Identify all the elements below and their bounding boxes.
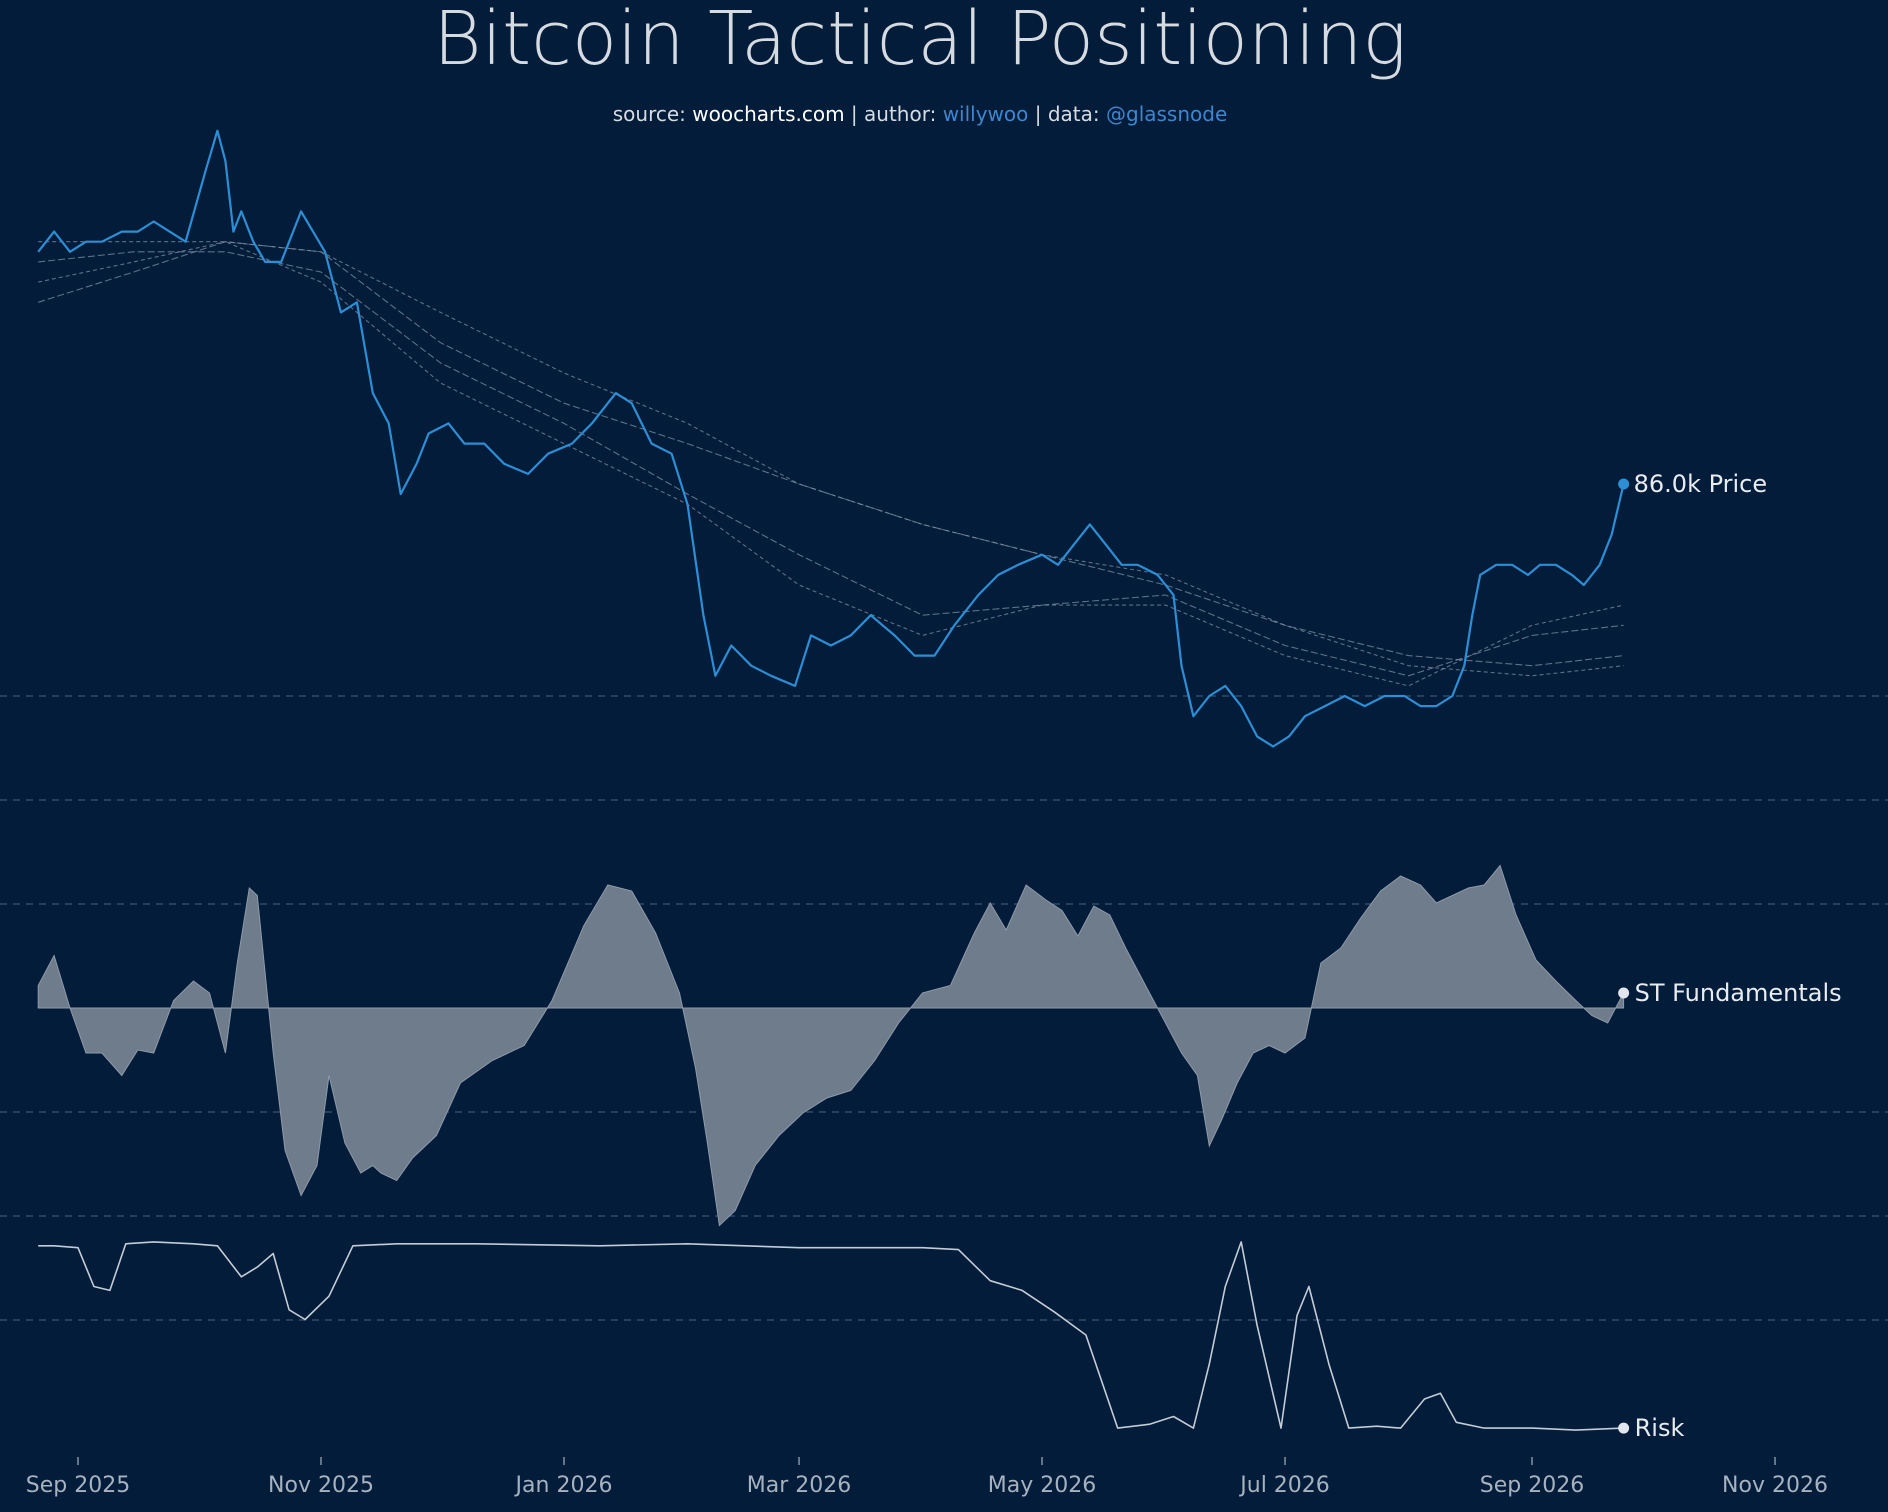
x-tick-label: Sep 2026 xyxy=(1480,1473,1584,1498)
price-panel: 86.0k Price xyxy=(37,129,1768,748)
price-end-marker xyxy=(1618,478,1630,490)
x-tick-label: Nov 2025 xyxy=(268,1473,374,1498)
x-tick-label: Sep 2025 xyxy=(26,1473,130,1498)
x-tick-label: Jul 2026 xyxy=(1238,1473,1330,1498)
moving-average-line xyxy=(38,251,1624,677)
moving-average-line xyxy=(38,241,1624,677)
subtitle-author-link[interactable]: willywoo xyxy=(943,102,1029,126)
fundamentals-end-marker xyxy=(1618,987,1630,999)
price-end-label: 86.0k Price xyxy=(1634,470,1768,498)
risk-panel: Risk xyxy=(38,1241,1685,1442)
subtitle-author-prefix: | author: xyxy=(845,102,943,126)
fundamentals-area xyxy=(37,864,1625,1227)
chart-title: Bitcoin Tactical Positioning xyxy=(433,0,1407,82)
risk-end-marker xyxy=(1618,1422,1630,1434)
fundamentals-end-label: ST Fundamentals xyxy=(1635,979,1842,1007)
risk-end-label: Risk xyxy=(1635,1414,1685,1442)
subtitle-source-link[interactable]: woocharts.com xyxy=(692,102,844,126)
x-tick-label: Mar 2026 xyxy=(747,1473,852,1498)
x-axis: Sep 2025 Nov 2025 Jan 2026 Mar 2026 May 2026… xyxy=(26,1457,1828,1498)
fundamentals-panel: ST Fundamentals xyxy=(37,864,1842,1227)
subtitle-data-prefix: | data: xyxy=(1028,102,1106,126)
subtitle-source-prefix: source: xyxy=(613,102,693,126)
x-tick-label: Jan 2026 xyxy=(514,1473,613,1498)
price-moving-averages xyxy=(38,241,1624,687)
x-tick-label: Nov 2026 xyxy=(1722,1473,1828,1498)
moving-average-line xyxy=(38,241,1624,667)
price-series-line xyxy=(37,129,1625,748)
x-tick-label: May 2026 xyxy=(988,1473,1096,1498)
subtitle-data-link[interactable]: @glassnode xyxy=(1106,102,1227,126)
risk-series-line xyxy=(38,1241,1624,1431)
chart-subtitle: source: woocharts.com | author: willywoo… xyxy=(613,102,1228,126)
